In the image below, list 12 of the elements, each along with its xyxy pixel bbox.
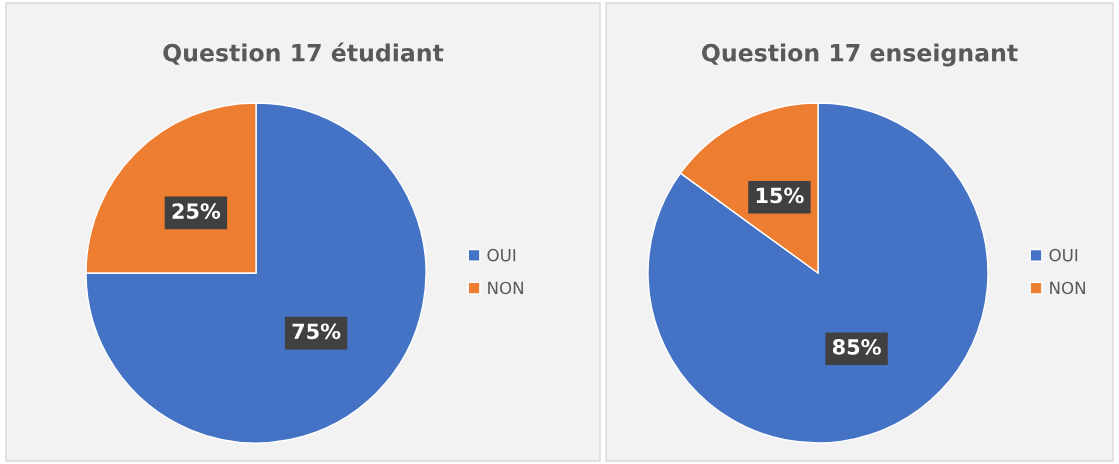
legend-label: NON [1050, 281, 1085, 295]
legend-label: OUI [487, 248, 516, 262]
data-label: 85% [832, 339, 881, 355]
data-label: 15% [756, 187, 804, 204]
data-label: 25% [172, 203, 221, 219]
chart-title: Question 17 enseignant [701, 43, 1018, 67]
legend-label: OUI [1049, 248, 1078, 262]
chart-title: Question 17 étudiant [163, 42, 444, 65]
legend-label: NON [488, 281, 523, 295]
pie-slice [85, 102, 427, 444]
data-label: 75% [292, 323, 341, 340]
pie-slice [647, 102, 989, 444]
